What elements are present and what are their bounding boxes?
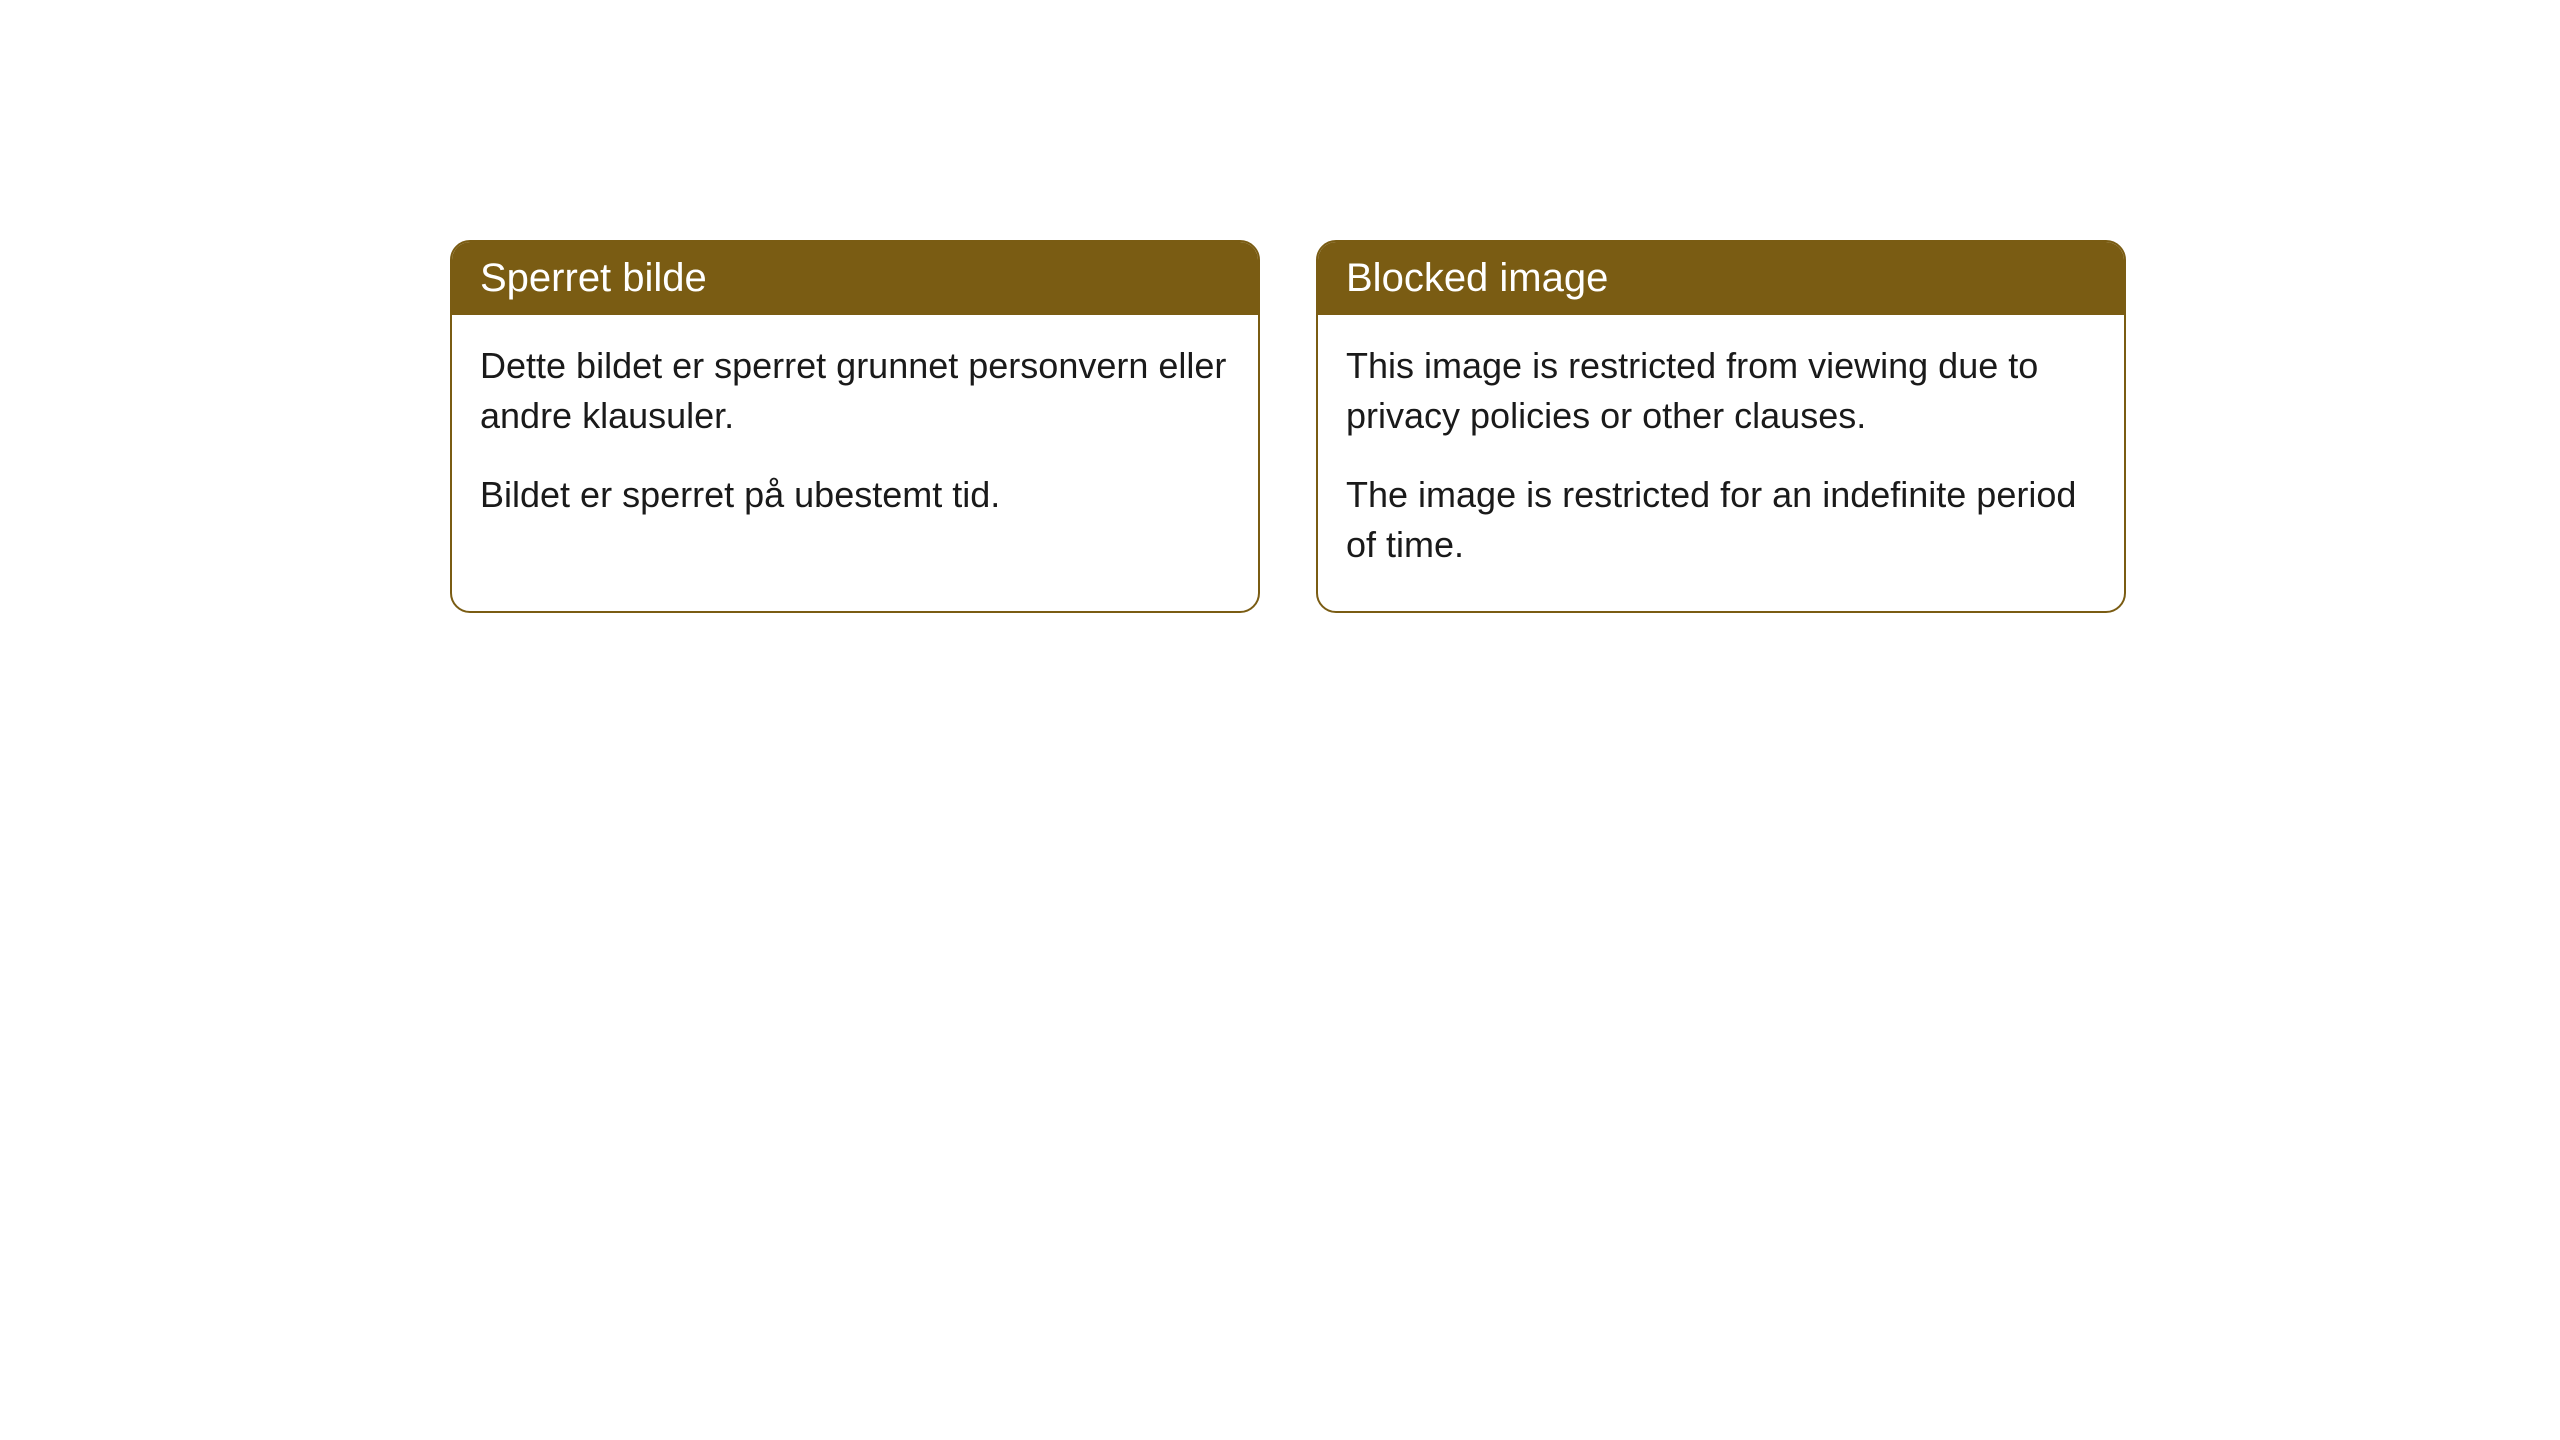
card-paragraph: This image is restricted from viewing du… [1346, 341, 2096, 442]
card-body: Dette bildet er sperret grunnet personve… [452, 315, 1258, 560]
notice-container: Sperret bilde Dette bildet er sperret gr… [450, 240, 2126, 613]
card-title: Sperret bilde [480, 256, 707, 300]
card-title: Blocked image [1346, 256, 1608, 300]
notice-card-norwegian: Sperret bilde Dette bildet er sperret gr… [450, 240, 1260, 613]
card-header: Blocked image [1318, 242, 2124, 315]
card-paragraph: Dette bildet er sperret grunnet personve… [480, 341, 1230, 442]
card-header: Sperret bilde [452, 242, 1258, 315]
notice-card-english: Blocked image This image is restricted f… [1316, 240, 2126, 613]
card-paragraph: The image is restricted for an indefinit… [1346, 470, 2096, 571]
card-paragraph: Bildet er sperret på ubestemt tid. [480, 470, 1230, 520]
card-body: This image is restricted from viewing du… [1318, 315, 2124, 611]
